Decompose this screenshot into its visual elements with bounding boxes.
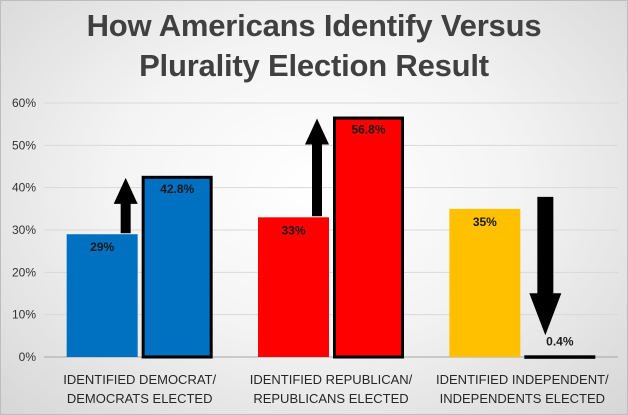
data-label: 33% — [281, 223, 305, 237]
chart-title-line-1: How Americans Identify Versus — [86, 8, 542, 43]
y-tick-label: 10% — [12, 308, 36, 322]
data-label: 42.8% — [160, 182, 194, 196]
data-label: 0.4% — [546, 334, 574, 348]
y-tick-label: 40% — [12, 181, 36, 195]
chart-title: How Americans Identify Versus Plurality … — [0, 6, 628, 86]
x-tick-label: REPUBLICANS ELECTED — [253, 391, 408, 406]
arrow-up-icon — [305, 118, 329, 217]
bar-identified — [258, 217, 329, 357]
y-tick-label: 50% — [12, 138, 36, 152]
bar-elected — [141, 175, 213, 359]
x-tick-label: INDEPENDENTS ELECTED — [440, 391, 605, 406]
y-tick-label: 20% — [12, 265, 36, 279]
bar-identified — [449, 208, 521, 357]
data-label: 56.8% — [351, 123, 385, 137]
y-tick-label: 0% — [19, 350, 37, 364]
arrow-down-icon — [529, 196, 562, 336]
x-tick-label: DEMOCRATS ELECTED — [67, 391, 213, 406]
x-tick-label: IDENTIFIED DEMOCRAT/ — [63, 372, 216, 387]
chart-title-line-2: Plurality Election Result — [139, 48, 489, 83]
y-tick-label: 60% — [12, 96, 36, 110]
x-tick-label: IDENTIFIED REPUBLICAN/ — [250, 372, 413, 387]
y-tick-label: 30% — [12, 223, 36, 237]
bar-elected — [524, 355, 596, 359]
arrow-up-icon — [113, 177, 138, 234]
data-label: 29% — [90, 240, 114, 254]
bar-elected — [333, 116, 404, 359]
data-label: 35% — [473, 215, 497, 229]
x-tick-label: IDENTIFIED INDEPENDENT/ — [436, 372, 609, 387]
bar-identified — [66, 234, 138, 357]
